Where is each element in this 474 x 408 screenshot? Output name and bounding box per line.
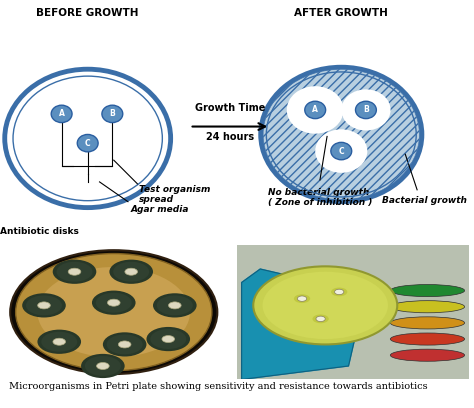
Ellipse shape: [96, 293, 132, 313]
Ellipse shape: [168, 302, 181, 309]
Ellipse shape: [26, 295, 62, 315]
Ellipse shape: [253, 266, 397, 344]
Text: BEFORE GROWTH: BEFORE GROWTH: [36, 8, 139, 18]
Text: No bacterial growth
( Zone of inhibition ): No bacterial growth ( Zone of inhibition…: [268, 188, 372, 207]
Ellipse shape: [68, 268, 81, 275]
Text: Growth Time: Growth Time: [195, 103, 265, 113]
Text: B: B: [109, 109, 115, 118]
Text: Test organism
spread: Test organism spread: [139, 185, 210, 204]
Ellipse shape: [37, 330, 81, 354]
Ellipse shape: [390, 317, 465, 329]
Ellipse shape: [108, 299, 120, 306]
Ellipse shape: [312, 315, 329, 323]
Ellipse shape: [150, 329, 186, 349]
Ellipse shape: [10, 250, 217, 374]
Ellipse shape: [390, 333, 465, 345]
Ellipse shape: [53, 259, 96, 284]
Text: Bacterial growth: Bacterial growth: [382, 196, 466, 205]
Circle shape: [335, 289, 344, 295]
Ellipse shape: [263, 272, 388, 339]
Circle shape: [341, 89, 391, 131]
Ellipse shape: [113, 262, 149, 282]
Text: Antibiotic disks: Antibiotic disks: [0, 227, 79, 236]
Ellipse shape: [107, 335, 143, 355]
Polygon shape: [242, 269, 365, 379]
Text: C: C: [85, 139, 91, 148]
Ellipse shape: [41, 332, 77, 352]
Ellipse shape: [109, 259, 153, 284]
Text: B: B: [363, 105, 369, 114]
Circle shape: [261, 67, 422, 202]
Ellipse shape: [162, 335, 174, 343]
Ellipse shape: [103, 332, 146, 357]
Ellipse shape: [22, 293, 66, 317]
Text: Agar media: Agar media: [130, 205, 189, 214]
Circle shape: [331, 142, 352, 160]
Circle shape: [77, 135, 98, 152]
Circle shape: [51, 105, 72, 122]
Ellipse shape: [53, 338, 65, 345]
Ellipse shape: [390, 284, 465, 297]
Ellipse shape: [294, 294, 310, 303]
Ellipse shape: [390, 349, 465, 361]
Ellipse shape: [331, 288, 347, 296]
Ellipse shape: [146, 327, 190, 351]
Circle shape: [305, 101, 326, 119]
Ellipse shape: [85, 356, 121, 376]
Ellipse shape: [37, 267, 190, 357]
Circle shape: [297, 296, 307, 302]
Ellipse shape: [16, 253, 212, 371]
Ellipse shape: [125, 268, 137, 275]
Ellipse shape: [81, 354, 125, 378]
Text: C: C: [338, 146, 344, 155]
Circle shape: [102, 105, 123, 122]
Circle shape: [356, 101, 376, 119]
Ellipse shape: [92, 290, 136, 315]
Ellipse shape: [390, 301, 465, 313]
Circle shape: [5, 69, 171, 208]
Ellipse shape: [118, 341, 131, 348]
Ellipse shape: [153, 293, 197, 317]
Ellipse shape: [97, 362, 109, 370]
Circle shape: [316, 316, 325, 322]
Circle shape: [263, 69, 419, 200]
Text: AFTER GROWTH: AFTER GROWTH: [294, 8, 388, 18]
Text: A: A: [59, 109, 64, 118]
Text: A: A: [312, 105, 318, 114]
Circle shape: [287, 86, 344, 134]
Text: 24 hours: 24 hours: [206, 133, 254, 142]
Ellipse shape: [56, 262, 92, 282]
Circle shape: [315, 129, 367, 173]
Ellipse shape: [37, 302, 50, 309]
Ellipse shape: [157, 295, 193, 315]
Text: Microorganisms in Petri plate showing sensitivity and resistance towards antibio: Microorganisms in Petri plate showing se…: [9, 382, 428, 391]
